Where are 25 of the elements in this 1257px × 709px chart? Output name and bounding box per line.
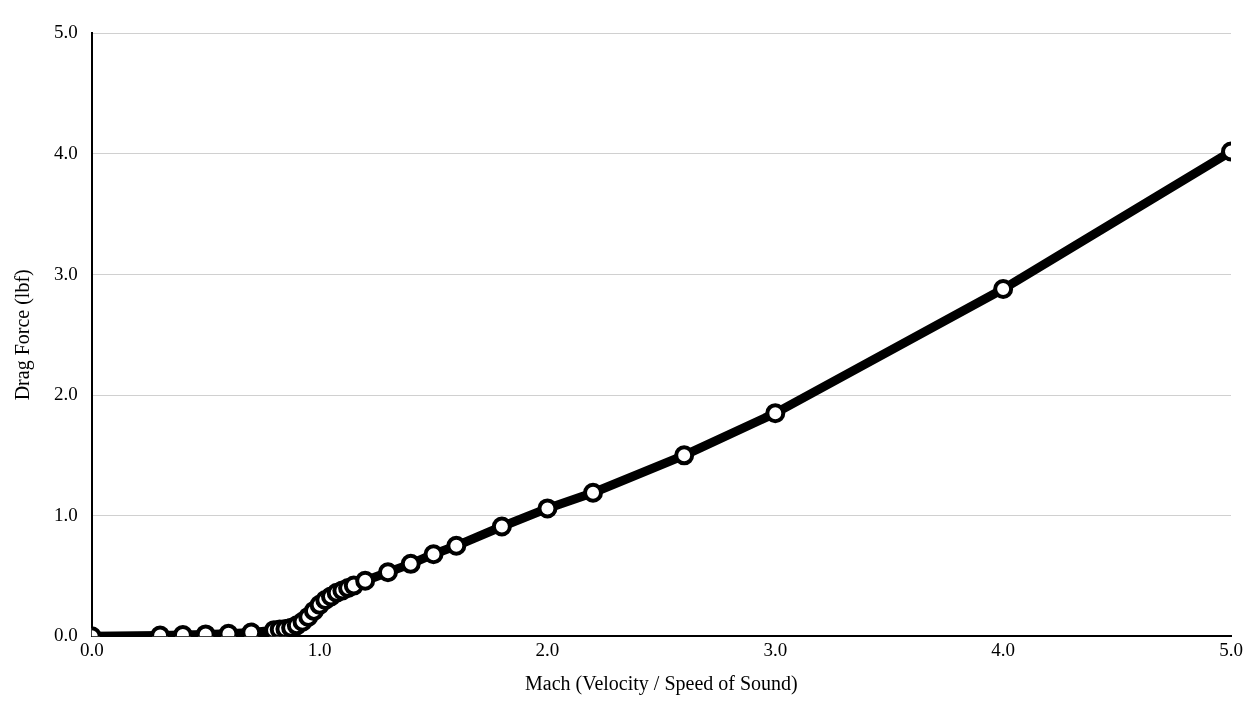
y-axis-title: Drag Force (lbf) [11, 269, 35, 401]
y-tick-label: 5.0 [54, 21, 78, 43]
point [423, 544, 444, 565]
point [993, 278, 1014, 299]
x-tick-label: 3.0 [763, 638, 788, 660]
x-axis-title: Mach (Velocity / Speed of Sound) [525, 672, 798, 696]
y-tick-label: 0.0 [54, 624, 78, 646]
x-tick-label: 0.0 [79, 638, 104, 660]
point [491, 516, 512, 537]
x-tick-label: 4.0 [991, 638, 1016, 660]
point [537, 498, 558, 519]
point [765, 403, 786, 424]
y-tick-label: 2.0 [54, 383, 78, 405]
point [377, 562, 398, 583]
x-tick-label: 5.0 [1219, 638, 1243, 660]
x-tick-label: 2.0 [535, 638, 560, 660]
y-tick-label: 4.0 [54, 141, 78, 163]
point [355, 570, 376, 591]
y-tick-label: 1.0 [54, 503, 78, 525]
x-tick-label: 1.0 [307, 638, 332, 660]
point [400, 553, 421, 574]
point [583, 482, 604, 503]
point [674, 445, 695, 466]
point [446, 535, 467, 556]
y-tick-label: 3.0 [54, 262, 78, 284]
